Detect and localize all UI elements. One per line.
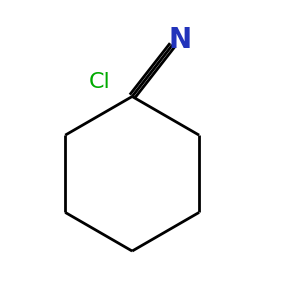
- Text: N: N: [168, 26, 191, 54]
- Text: Cl: Cl: [88, 72, 110, 92]
